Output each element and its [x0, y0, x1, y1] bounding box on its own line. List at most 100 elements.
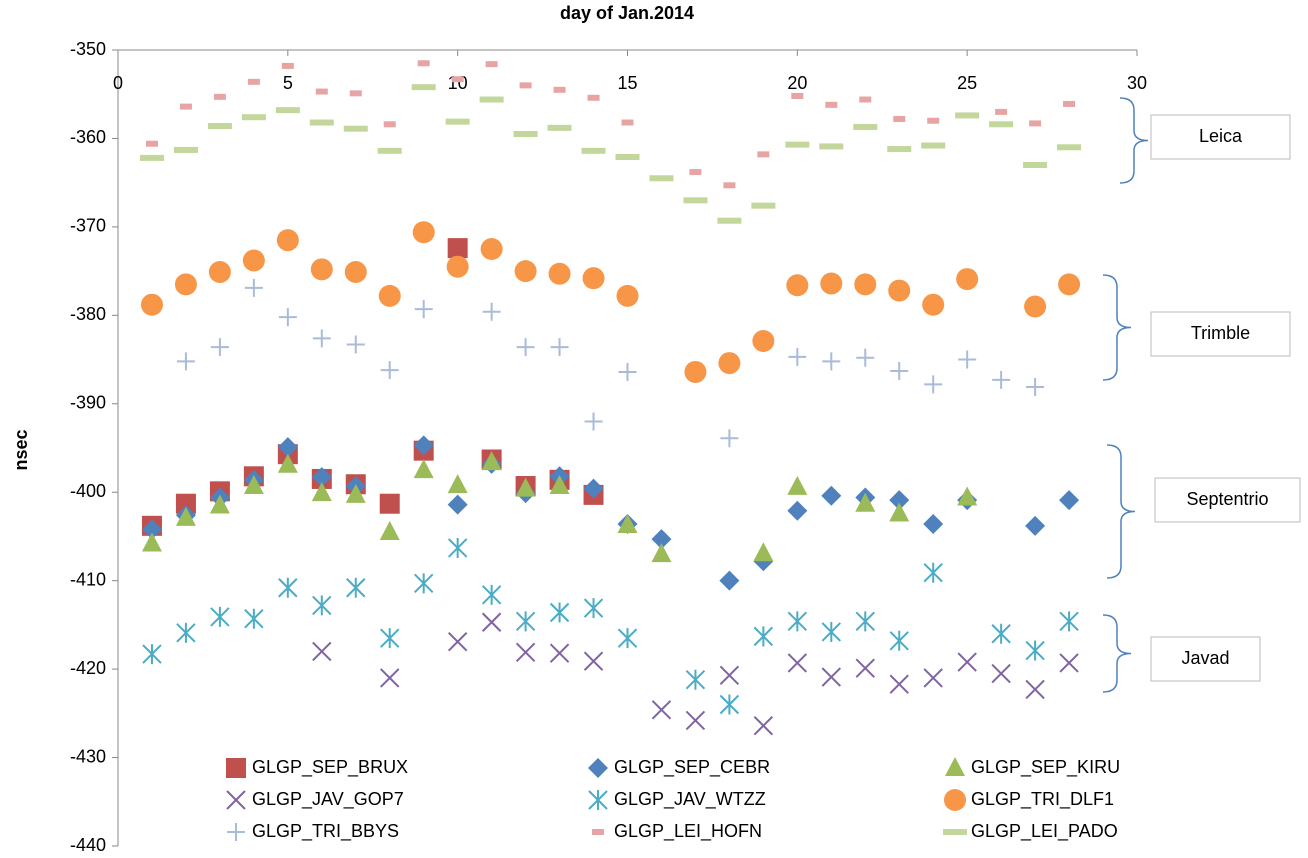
point [720, 429, 739, 448]
point [821, 667, 842, 687]
point [209, 494, 230, 514]
point [1059, 611, 1079, 632]
point [275, 107, 300, 114]
point [553, 86, 566, 93]
point [995, 108, 1008, 115]
y-tick-label: -400 [70, 481, 106, 501]
point [788, 347, 807, 366]
point [1029, 120, 1042, 127]
legend-marker [945, 757, 965, 776]
point [1025, 679, 1045, 700]
point [889, 630, 909, 651]
point [244, 608, 264, 629]
point [312, 329, 331, 348]
point [1024, 295, 1047, 318]
point [277, 453, 298, 473]
point [242, 249, 265, 272]
point [213, 93, 226, 100]
y-tick-label: -380 [70, 304, 106, 324]
point [311, 482, 332, 502]
point [343, 125, 368, 132]
point [684, 360, 707, 383]
point [887, 146, 912, 153]
point [411, 84, 436, 91]
y-axis-label: nsec [11, 429, 31, 470]
point [513, 131, 538, 138]
point [179, 103, 192, 110]
brace [1119, 97, 1149, 184]
point [855, 611, 875, 632]
point [417, 60, 430, 67]
point [791, 92, 804, 99]
legend-label: GLGP_LEI_HOFN [614, 821, 762, 842]
point [615, 154, 640, 161]
point [175, 506, 196, 526]
point [142, 644, 162, 665]
x-tick-label: 10 [448, 73, 468, 93]
point [616, 284, 639, 307]
legend-label: GLGP_SEP_KIRU [971, 757, 1120, 778]
point [751, 202, 776, 209]
point [787, 611, 808, 632]
point [175, 493, 196, 514]
point [723, 182, 736, 189]
point [718, 352, 741, 375]
point [822, 352, 841, 371]
point [855, 658, 875, 678]
point [787, 500, 808, 521]
y-tick-label: -360 [70, 127, 106, 147]
point [141, 532, 162, 552]
point [855, 492, 876, 512]
point [445, 118, 470, 125]
legend-marker [588, 790, 608, 810]
point [753, 626, 774, 647]
point [547, 124, 572, 131]
point [447, 494, 468, 515]
point [380, 628, 400, 649]
point [889, 502, 910, 522]
legend-marker [227, 823, 245, 841]
point [208, 260, 231, 283]
point [889, 674, 909, 694]
annotation: Trimble [1191, 323, 1250, 343]
point [278, 308, 297, 327]
point [584, 412, 603, 431]
annotation-box [1150, 114, 1291, 160]
brace [1106, 444, 1136, 579]
point [447, 631, 468, 652]
point [581, 147, 606, 154]
point [414, 300, 433, 319]
legend-marker [592, 829, 604, 835]
point [786, 274, 809, 297]
point [514, 260, 537, 283]
point [379, 521, 400, 541]
legend-label: GLGP_SEP_BRUX [252, 757, 408, 778]
legend-marker [943, 829, 967, 835]
y-tick-label: -390 [70, 393, 106, 413]
point [516, 338, 535, 357]
point [958, 350, 977, 369]
point [820, 272, 843, 295]
point [890, 362, 909, 381]
point [515, 477, 536, 497]
point [583, 598, 604, 619]
x-tick-label: 30 [1127, 73, 1147, 93]
y-tick-label: -370 [70, 216, 106, 236]
point [923, 562, 943, 583]
point [346, 335, 365, 354]
point [927, 117, 940, 124]
point [1025, 515, 1046, 536]
legend-marker [944, 789, 966, 811]
point [344, 260, 367, 283]
annotation: Septentrio [1186, 489, 1268, 509]
point [689, 169, 702, 176]
point [309, 119, 334, 126]
point [311, 467, 332, 488]
point [888, 279, 911, 302]
point [753, 716, 774, 736]
point [315, 88, 328, 95]
point [889, 490, 910, 511]
point [549, 475, 570, 495]
y-tick-label: -420 [70, 658, 106, 678]
point [921, 142, 946, 149]
